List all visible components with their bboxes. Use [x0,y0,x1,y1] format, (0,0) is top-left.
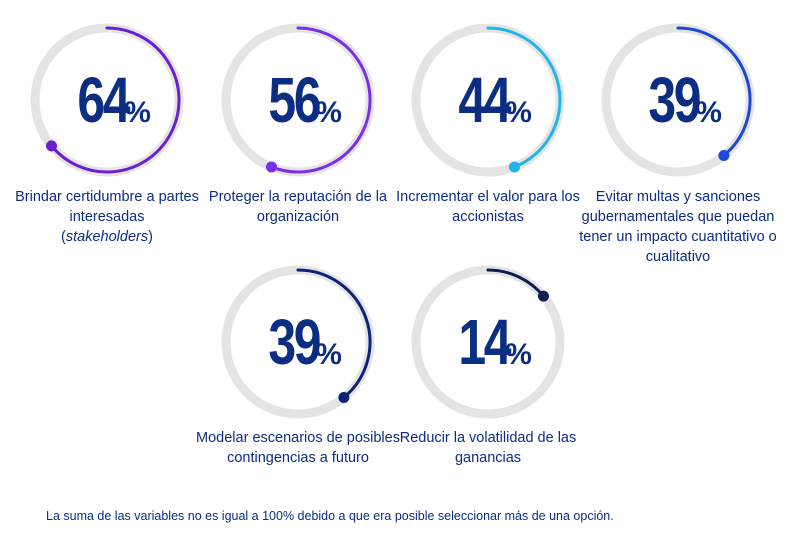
gauge-1-label-italic: stakeholders [65,229,149,245]
gauge-4-number: 39 [648,64,701,136]
gauge-6-value: 14% [408,310,568,374]
gauge-4-unit: % [695,96,722,129]
gauge-6-caption: Reducir la volatilidad de las ganancias [383,428,593,468]
gauge-5-caption: Modelar escenarios de posibles contingen… [193,428,403,468]
gauge-3-arc [486,26,562,169]
gauge-5-number: 39 [268,306,321,378]
gauge-6-unit: % [505,338,532,371]
gauge-3-number: 44 [458,64,511,136]
gauge-3-label: Incrementar el valor para los accionista… [396,189,580,225]
gauge-4-label: Evitar multas y sanciones gubernamentale… [579,189,777,265]
gauge-2-caption: Proteger la reputación de la organizació… [193,187,403,227]
gauge-6-arc [486,268,545,298]
gauge-2-unit: % [315,96,342,129]
gauge-1-label: Brindar certidumbre a partes interesadas [15,189,199,225]
gauge-3-dot [509,161,520,173]
gauge-2-dot [266,161,277,173]
gauge-3-caption: Incrementar el valor para los accionista… [383,187,593,227]
gauge-6-ring [411,265,565,419]
gauge-3-unit: % [505,96,532,129]
gauge-2-arc [270,26,372,174]
gauge-4-arc [676,26,752,157]
gauge-2-ring [221,23,375,177]
gauge-3-ring [411,23,565,177]
gauge-1-arc [50,26,181,174]
gauge-1-number: 64 [77,64,130,136]
gauge-2-value: 56% [218,68,378,132]
gauge-4-ring [601,23,755,177]
footnote: La suma de las variables no es igual a 1… [46,509,614,523]
gauge-5-dot [338,391,350,403]
gauge-5-unit: % [315,338,342,371]
gauge-2: 56% [218,20,378,180]
gauge-6-number: 14 [458,306,511,378]
gauge-4-dot [718,149,730,161]
gauge-6-label: Reducir la volatilidad de las ganancias [399,430,577,466]
gauge-4: 39% [598,20,758,180]
gauge-1-ring [30,23,184,177]
gauge-5-ring [221,265,375,419]
gauge-5-arc [296,268,372,399]
gauge-4-value: 39% [598,68,758,132]
gauge-2-number: 56 [268,64,321,136]
gauge-3-value: 44% [408,68,568,132]
gauge-6: 14% [408,262,568,422]
gauge-1-dot [46,140,58,152]
gauge-6-dot [537,290,549,302]
gauge-1-caption: Brindar certidumbre a partes interesadas… [15,189,199,245]
gauge-2-label: Proteger la reputación de la organizació… [208,189,388,225]
gauge-5-value: 39% [218,310,378,374]
gauge-1: 64% [27,20,187,180]
gauge-1-unit: % [124,96,151,129]
gauge-4-caption: Evitar multas y sanciones gubernamentale… [573,187,783,267]
gauge-5: 39% [218,262,378,422]
gauge-3: 44% [408,20,568,180]
gauge-1-value: 64% [27,68,187,132]
gauge-5-label: Modelar escenarios de posibles contingen… [196,430,400,466]
